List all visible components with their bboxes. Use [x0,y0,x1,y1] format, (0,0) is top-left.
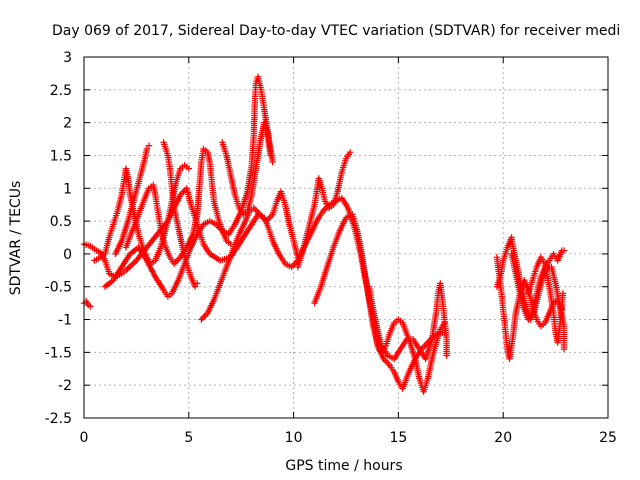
y-tick-label: -0.5 [45,280,72,296]
marker-trace [365,280,450,363]
x-tick-label: 20 [494,430,512,446]
y-tick-label: 1.5 [50,148,72,164]
y-tick-label: 1 [63,181,72,197]
plot-frame [83,56,609,419]
axis-ticks [83,56,609,419]
marker-trace [112,142,153,258]
series-pass-15 [508,247,568,323]
marker-trace [101,73,276,300]
series-pass-6 [101,73,276,300]
marker-trace [219,119,274,218]
y-tick-label: 3 [63,50,72,66]
series-pass-10 [294,149,354,271]
x-axis-title: GPS time / hours [285,458,402,474]
y-axis-title: SDTVAR / TECUs [8,181,24,296]
y-tick-label: 2 [63,116,72,132]
series-pass-9 [219,119,274,218]
marker-trace [294,149,354,271]
marker-trace [508,247,568,323]
y-tick-label: -2 [58,378,72,394]
x-tick-label: 5 [184,430,193,446]
x-tick-label: 25 [599,430,617,446]
y-tick-label: -2.5 [45,411,72,427]
chart-title: Day 069 of 2017, Sidereal Day-to-day VTE… [52,23,620,39]
series-pass-4 [112,142,153,258]
y-tick-label: -1 [58,313,72,329]
x-tick-labels: 0 5 10 15 20 25 [80,430,617,446]
y-tick-label: 0.5 [50,214,72,230]
marker-trace [160,139,201,290]
y-tick-label: -1.5 [45,345,72,361]
x-tick-label: 15 [389,430,407,446]
series-pass-8 [198,188,301,323]
marker-trace [198,188,301,323]
y-tick-label: 0 [63,247,72,263]
series-pass-16 [525,254,567,346]
series-pass-7 [160,139,201,290]
series-pass-12 [365,280,450,363]
x-tick-label: 0 [80,430,89,446]
marker-trace [525,254,567,346]
y-tick-label: 2.5 [50,83,72,99]
x-tick-label: 10 [285,430,303,446]
y-tick-labels: 3 2.5 2 1.5 1 0.5 0 -0.5 -1 -1.5 -2 -2.5 [45,50,72,427]
